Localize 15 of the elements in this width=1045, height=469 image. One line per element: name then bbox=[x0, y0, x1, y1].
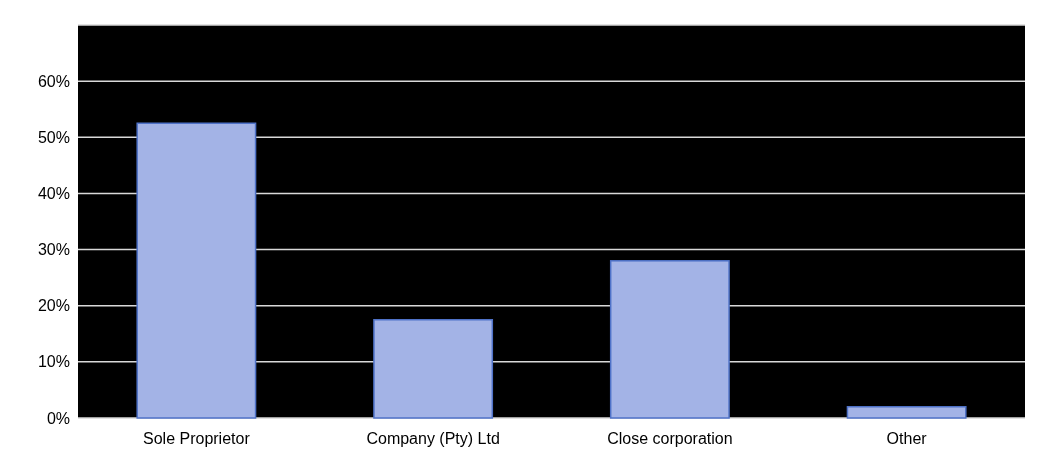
y-tick-label: 30% bbox=[37, 241, 70, 259]
y-tick-label: 50% bbox=[37, 128, 70, 146]
y-tick-label: 0% bbox=[46, 409, 70, 427]
y-tick-label: 60% bbox=[37, 72, 70, 90]
x-tick-label: Sole Proprietor bbox=[143, 430, 251, 447]
x-tick-label: Company (Pty) Ltd bbox=[366, 430, 500, 447]
bar bbox=[846, 406, 967, 419]
bar bbox=[373, 319, 494, 419]
x-tick-label: Close corporation bbox=[607, 430, 733, 447]
bar bbox=[609, 260, 730, 419]
y-tick-label: 20% bbox=[37, 297, 70, 315]
y-tick-label: 10% bbox=[37, 353, 70, 371]
x-tick-label: Other bbox=[886, 430, 928, 447]
bar bbox=[136, 122, 257, 419]
y-tick-label: 40% bbox=[37, 185, 70, 203]
